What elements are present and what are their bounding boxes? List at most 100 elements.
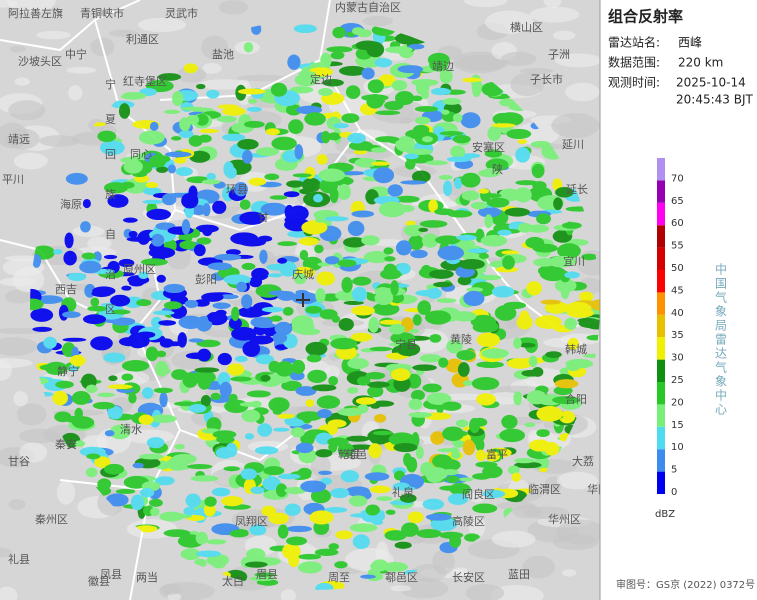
echo-cell [249, 576, 276, 582]
echo-cell [408, 398, 423, 410]
echo-cell [361, 235, 380, 246]
echo-cell [289, 86, 314, 94]
echo-cell [481, 348, 510, 359]
echo-cell [198, 128, 220, 134]
echo-cell [30, 298, 44, 311]
echo-cell [457, 276, 472, 286]
echo-cell [284, 503, 301, 516]
place-name: 靖边 [432, 60, 454, 73]
echo-cell [179, 240, 197, 250]
echo-cell [557, 243, 581, 259]
echo-cell [53, 249, 63, 255]
place-name: 海原 [60, 197, 82, 211]
echo-cell [203, 503, 216, 517]
echo-cell [397, 65, 424, 74]
terrain-patch [552, 30, 576, 41]
echo-cell [478, 188, 490, 194]
place-name: 区 [105, 303, 116, 316]
terrain-patch [522, 555, 555, 579]
echo-cell [411, 170, 431, 183]
terrain-patch [510, 73, 545, 97]
echo-cell [250, 486, 265, 495]
echo-cell [506, 128, 532, 140]
echo-cell [293, 273, 307, 285]
echo-cell [217, 104, 240, 109]
terrain-patch [525, 506, 570, 520]
echo-cell [347, 444, 376, 450]
echo-cell [254, 446, 279, 455]
echo-cell [287, 54, 301, 70]
echo-cell [330, 51, 345, 60]
echo-cell [315, 288, 326, 303]
echo-cell [555, 186, 574, 198]
legend-swatch [657, 180, 665, 203]
place-name: 鄠邑区 [385, 571, 418, 584]
echo-cell [446, 475, 460, 483]
echo-cell [216, 115, 237, 123]
place-name: 定边 [310, 72, 332, 86]
echo-cell [315, 449, 333, 458]
echo-cell [485, 168, 496, 173]
echo-cell [324, 216, 349, 222]
echo-cell [241, 262, 256, 270]
echo-cell [305, 341, 328, 356]
echo-cell [111, 309, 131, 315]
echo-cell [188, 338, 204, 343]
echo-cell [419, 220, 448, 228]
legend-label: 55 [671, 241, 684, 252]
echo-cell [67, 272, 87, 282]
legend-label: 35 [671, 330, 684, 341]
echo-cell [459, 477, 474, 482]
echo-cell [200, 394, 212, 407]
echo-cell [237, 88, 266, 95]
echo-cell [293, 24, 317, 34]
echo-cell [324, 256, 340, 265]
place-name: 子长市 [530, 72, 563, 86]
echo-cell [339, 65, 367, 76]
terrain-patch [456, 54, 510, 71]
echo-cell [128, 392, 137, 404]
echo-cell [212, 302, 231, 309]
echo-cell [236, 281, 247, 293]
echo-cell [498, 188, 521, 202]
echo-cell [345, 85, 361, 100]
echo-cell [92, 401, 115, 410]
echo-cell [69, 354, 86, 367]
echo-cell [163, 301, 182, 310]
echo-cell [141, 258, 168, 266]
echo-cell [65, 172, 88, 185]
echo-cell [441, 401, 462, 411]
terrain-patch [362, 15, 394, 27]
echo-cell [480, 234, 508, 247]
echo-cell [163, 529, 191, 537]
echo-cell [206, 89, 220, 99]
echo-cell [442, 426, 465, 442]
echo-cell [478, 321, 499, 333]
echo-cell [497, 112, 524, 127]
echo-cell [328, 375, 338, 386]
echo-cell [286, 180, 304, 188]
echo-cell [265, 128, 280, 136]
echo-cell [335, 530, 353, 540]
echo-cell [425, 160, 448, 166]
echo-cell [81, 252, 96, 260]
echo-cell [370, 561, 388, 572]
echo-cell [429, 334, 442, 343]
echo-cell [231, 306, 240, 321]
echo-cell [328, 543, 339, 551]
echo-cell [442, 98, 462, 105]
echo-cell [128, 230, 138, 238]
echo-cell [521, 369, 541, 377]
echo-cell [430, 87, 451, 96]
echo-cell [536, 406, 563, 422]
echo-cell [369, 346, 393, 352]
place-name: 红寺堡区 [123, 74, 167, 88]
echo-cell [390, 280, 399, 296]
place-name: 长安区 [452, 570, 485, 584]
place-name: 安塞区 [472, 140, 505, 154]
echo-cell [314, 548, 339, 556]
legend-label: 70 [671, 173, 684, 184]
echo-cell [86, 384, 98, 394]
echo-cell [288, 119, 304, 134]
echo-cell [463, 290, 485, 307]
